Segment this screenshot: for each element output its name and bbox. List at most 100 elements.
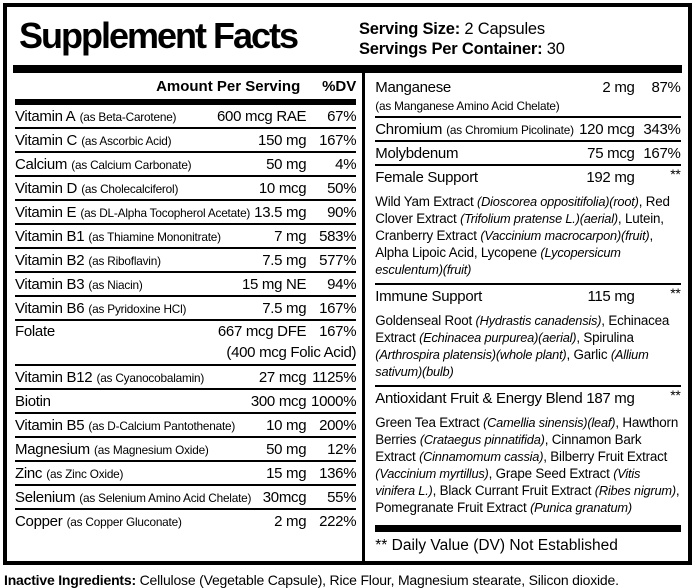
nutrient-dv: 577% [319,252,357,269]
nutrient-name: Chromium [375,121,443,138]
nutrient-row-selenium: Selenium (as Selenium Amino Acid Chelate… [15,486,357,510]
nutrient-name: Molybdenum [375,145,459,162]
blend-dv: ** [670,166,681,182]
nutrient-row-vitamin-b1: Vitamin B1 (as Thiamine Mononitrate) 7 m… [15,225,357,249]
nutrient-dv: 1125% [312,369,357,386]
nutrient-amount-line2: (400 mcg Folic Acid) [226,344,357,361]
nutrient-row-manganese: Manganese 2 mg 87% (as Manganese Amino A… [375,77,681,118]
nutrient-amount: 10 mcg [258,180,307,197]
nutrient-row-vitamin-b6: Vitamin B6 (as Pyridoxine HCl) 7.5 mg 16… [15,297,357,321]
facts-columns: Amount Per Serving %DV Vitamin A (as Bet… [7,73,688,561]
header-divider-bar [13,65,682,73]
right-column: Manganese 2 mg 87% (as Manganese Amino A… [365,73,688,561]
nutrient-name: Copper [15,513,63,530]
label-header: Supplement Facts Serving Size: 2 Capsule… [7,7,688,63]
blend-name: Antioxidant Fruit & Energy Blend 187 mg [375,390,635,407]
column-divider [362,73,366,561]
nutrient-dv: 50% [327,180,357,197]
nutrient-amount: 50 mg [266,156,307,173]
nutrient-name: Calcium [15,156,68,173]
nutrient-dv: 167% [319,300,357,317]
nutrient-dv: 167% [319,323,357,340]
nutrient-row-zinc: Zinc (as Zinc Oxide) 15 mg 136% [15,462,357,486]
servings-per-container: Servings Per Container: 30 [359,40,565,58]
dv-header: %DV [322,78,357,95]
nutrient-amount: 120 mcg [579,121,635,138]
nutrient-row-vitamin-b2: Vitamin B2 (as Riboflavin) 7.5 mg 577% [15,249,357,273]
nutrient-dv: 90% [327,204,357,221]
nutrient-row-biotin: Biotin 300 mcg 1000% [15,390,357,414]
left-column: Amount Per Serving %DV Vitamin A (as Bet… [7,73,362,561]
nutrient-dv: 167% [319,132,357,149]
facts-title: Supplement Facts [19,15,299,56]
nutrient-amount: 75 mcg [587,145,635,162]
nutrient-name: Vitamin D [15,180,78,197]
nutrient-amount: 7.5 mg [262,252,307,269]
nutrient-dv: 55% [327,489,357,506]
nutrient-name: Vitamin B6 [15,300,85,317]
blend-amount: 115 mg [587,288,635,305]
nutrient-amount: 300 mcg [250,393,307,410]
nutrient-dv: 583% [319,228,357,245]
nutrient-name: Vitamin B3 [15,276,85,293]
blend-amount: 192 mg [586,169,635,186]
nutrient-form: (as Ascorbic Acid) [81,134,172,148]
immune-support-ingredients: Goldenseal Root (Hydrastis canadensis), … [375,309,681,387]
nutrient-dv: 4% [335,156,357,173]
serving-info: Serving Size: 2 Capsules Servings Per Co… [359,15,565,59]
nutrient-form: (as D-Calcium Pantothenate) [88,419,236,433]
nutrient-row-folate: Folate 667 mcg DFE 167% (400 mcg Folic A… [15,321,357,366]
column-header: Amount Per Serving %DV [15,75,356,98]
blend-name: Immune Support [375,288,482,305]
nutrient-dv: 200% [319,417,357,434]
nutrient-row-vitamin-e: Vitamin E (as DL-Alpha Tocopherol Acetat… [15,201,357,225]
nutrient-form: (as Pyridoxine HCl) [88,302,187,316]
nutrient-dv: 136% [319,465,357,482]
nutrient-dv: 167% [643,145,681,162]
nutrient-row-molybdenum: Molybdenum 75 mcg 167% [375,142,681,166]
blend-name: Female Support [375,169,478,186]
nutrient-row-vitamin-d: Vitamin D (as Cholecalciferol) 10 mcg 50… [15,177,357,201]
inactive-ingredients: Inactive Ingredients: Cellulose (Vegetab… [4,572,693,588]
nutrient-amount: 7.5 mg [262,300,307,317]
nutrient-name: Manganese [375,79,451,96]
footnote-block: ** Daily Value (DV) Not Established [375,521,681,557]
nutrient-amount: 10 mg [266,417,307,434]
nutrient-name: Vitamin B12 [15,369,93,386]
daily-value-footnote: ** Daily Value (DV) Not Established [375,537,618,554]
nutrient-form: (as Calcium Carbonate) [71,158,192,172]
nutrient-form: (as Copper Gluconate) [66,515,182,529]
nutrient-dv: 1000% [311,393,357,410]
nutrient-row-vitamin-a: Vitamin A (as Beta-Carotene) 600 mcg RAE… [15,105,357,129]
nutrient-amount: 2 mg [602,79,635,96]
nutrient-form: (as Thiamine Mononitrate) [88,230,221,244]
nutrient-amount: 30mcg [262,489,307,506]
nutrient-form: (as Niacin) [88,278,143,292]
supplement-facts-label: Supplement Facts Serving Size: 2 Capsule… [3,3,692,565]
nutrient-dv: 67% [327,108,357,125]
nutrient-form: (as Chromium Picolinate) [446,123,574,137]
nutrient-row-calcium: Calcium (as Calcium Carbonate) 50 mg 4% [15,153,357,177]
nutrient-amount: 15 mg NE [241,276,307,293]
nutrient-dv: 87% [651,79,681,96]
nutrient-amount: 50 mg [266,441,307,458]
nutrient-dv: 94% [327,276,357,293]
nutrient-name: Vitamin A [15,108,76,125]
nutrient-row-vitamin-b12: Vitamin B12 (as Cyanocobalamin) 27 mcg 1… [15,366,357,390]
blend-dv: ** [670,387,681,403]
nutrient-row-vitamin-b5: Vitamin B5 (as D-Calcium Pantothenate) 1… [15,414,357,438]
nutrient-form: (as DL-Alpha Tocopherol Acetate) [80,206,251,220]
nutrient-dv: 12% [327,441,357,458]
nutrient-form: (as Magnesium Oxide) [94,443,209,457]
nutrient-row-vitamin-c: Vitamin C (as Ascorbic Acid) 150 mg 167% [15,129,357,153]
nutrient-name: Vitamin B5 [15,417,85,434]
nutrient-amount: 600 mcg RAE [217,108,307,125]
footnote-divider-bar [375,525,681,532]
nutrient-amount: 15 mg [266,465,307,482]
nutrient-amount: 13.5 mg [254,204,307,221]
inactive-ingredients-label: Inactive Ingredients: [4,572,136,588]
nutrient-amount: 27 mcg [258,369,307,386]
nutrient-amount: 150 mg [258,132,307,149]
nutrient-row-copper: Copper (as Copper Gluconate) 2 mg 222% [15,510,357,534]
female-support-ingredients: Wild Yam Extract (Dioscorea oppositifoli… [375,190,681,285]
